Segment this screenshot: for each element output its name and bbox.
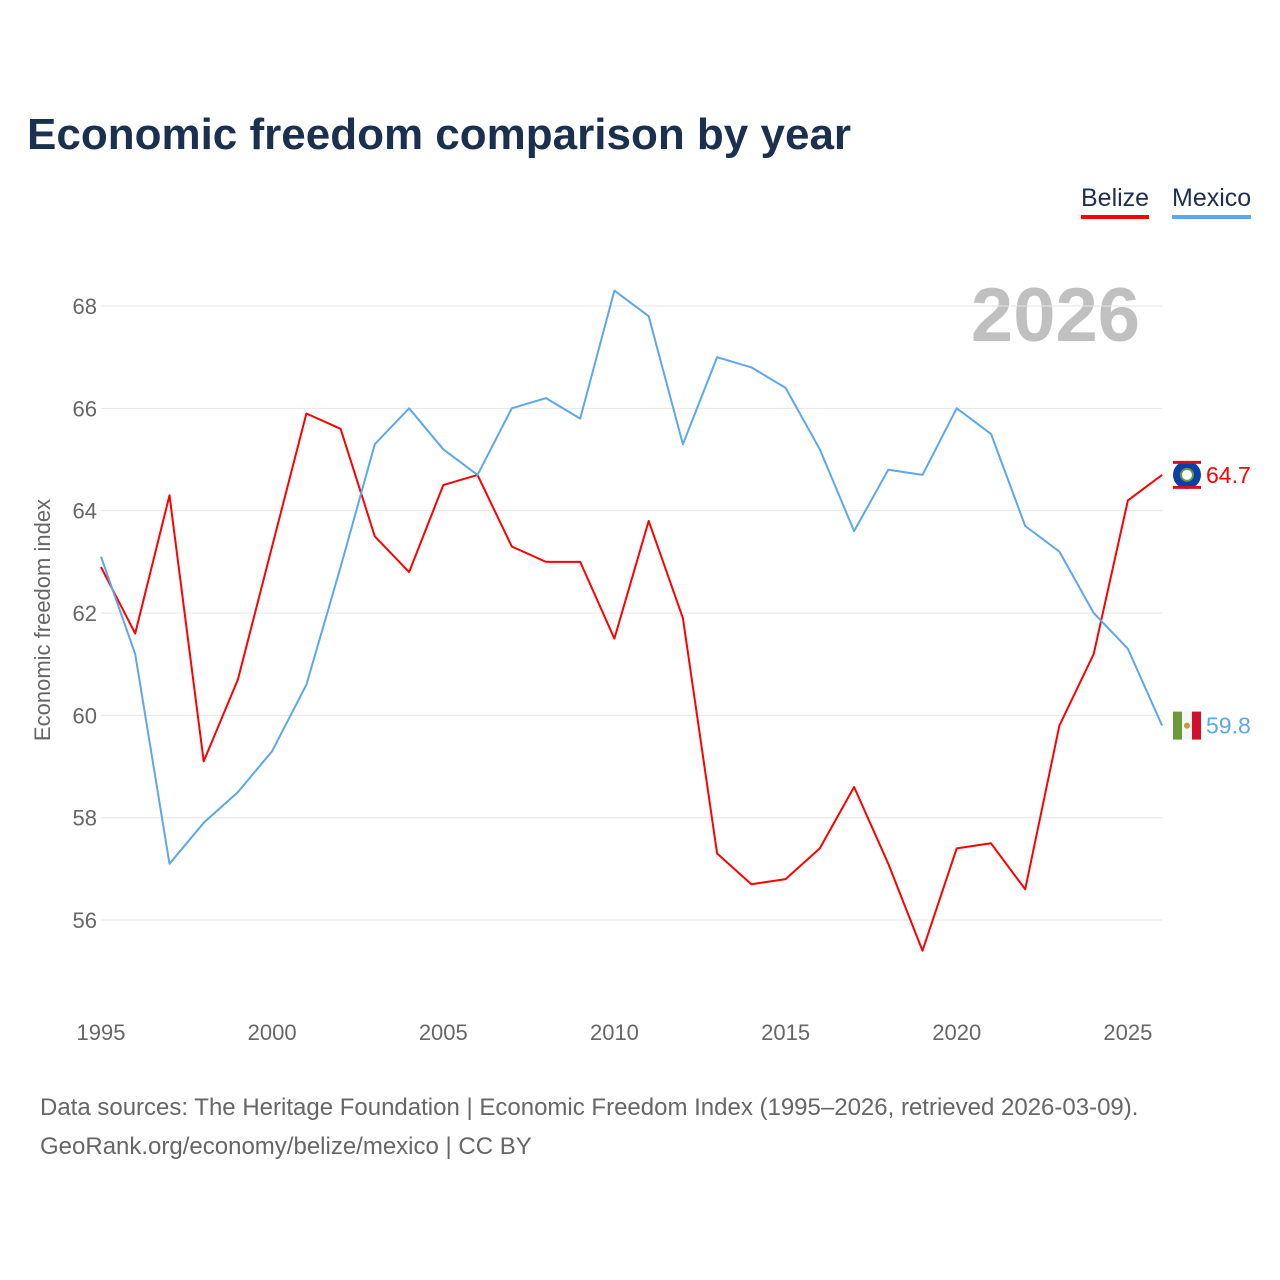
mexico-flag-emblem bbox=[1184, 722, 1190, 729]
belize-flag-stripe bbox=[1173, 485, 1201, 489]
x-tick-label: 1995 bbox=[77, 1020, 126, 1045]
source-note: Data sources: The Heritage Foundation | … bbox=[40, 1088, 1138, 1166]
belize-flag-emblem bbox=[1180, 467, 1194, 482]
x-tick-label: 2010 bbox=[590, 1020, 639, 1045]
x-tick-label: 2015 bbox=[761, 1020, 810, 1045]
belize-flag-stripe bbox=[1173, 460, 1201, 464]
series-line-belize bbox=[100, 412, 1163, 952]
x-tick-label: 2020 bbox=[932, 1020, 981, 1045]
x-tick-label: 2025 bbox=[1103, 1020, 1152, 1045]
y-tick-label: 58 bbox=[73, 806, 97, 831]
y-tick-label: 68 bbox=[73, 294, 97, 319]
y-tick-label: 62 bbox=[73, 601, 97, 626]
source-line-1: Data sources: The Heritage Foundation | … bbox=[40, 1094, 1139, 1121]
y-tick-label: 56 bbox=[73, 908, 97, 933]
y-tick-label: 66 bbox=[73, 396, 97, 421]
mexico-flag-icon bbox=[1173, 711, 1182, 740]
end-value-label-belize: 64.7 bbox=[1206, 462, 1251, 488]
source-line-2[interactable]: GeoRank.org/economy/belize/mexico | CC B… bbox=[40, 1133, 532, 1160]
mexico-flag-red bbox=[1192, 711, 1201, 740]
chart-title: Economic freedom comparison by year bbox=[27, 110, 852, 159]
legend-belize[interactable]: Belize bbox=[1081, 184, 1150, 219]
series-line-mexico bbox=[100, 289, 1164, 865]
legend-mexico[interactable]: Mexico bbox=[1172, 184, 1252, 219]
end-value-label-mexico: 59.8 bbox=[1206, 713, 1251, 739]
x-tick-label: 2000 bbox=[248, 1020, 297, 1045]
year-watermark: 2026 bbox=[971, 273, 1140, 358]
y-tick-label: 64 bbox=[73, 499, 97, 524]
y-axis-label: Economic freedom index bbox=[30, 499, 55, 741]
y-tick-label: 60 bbox=[73, 703, 97, 728]
x-tick-label: 2005 bbox=[419, 1020, 468, 1045]
